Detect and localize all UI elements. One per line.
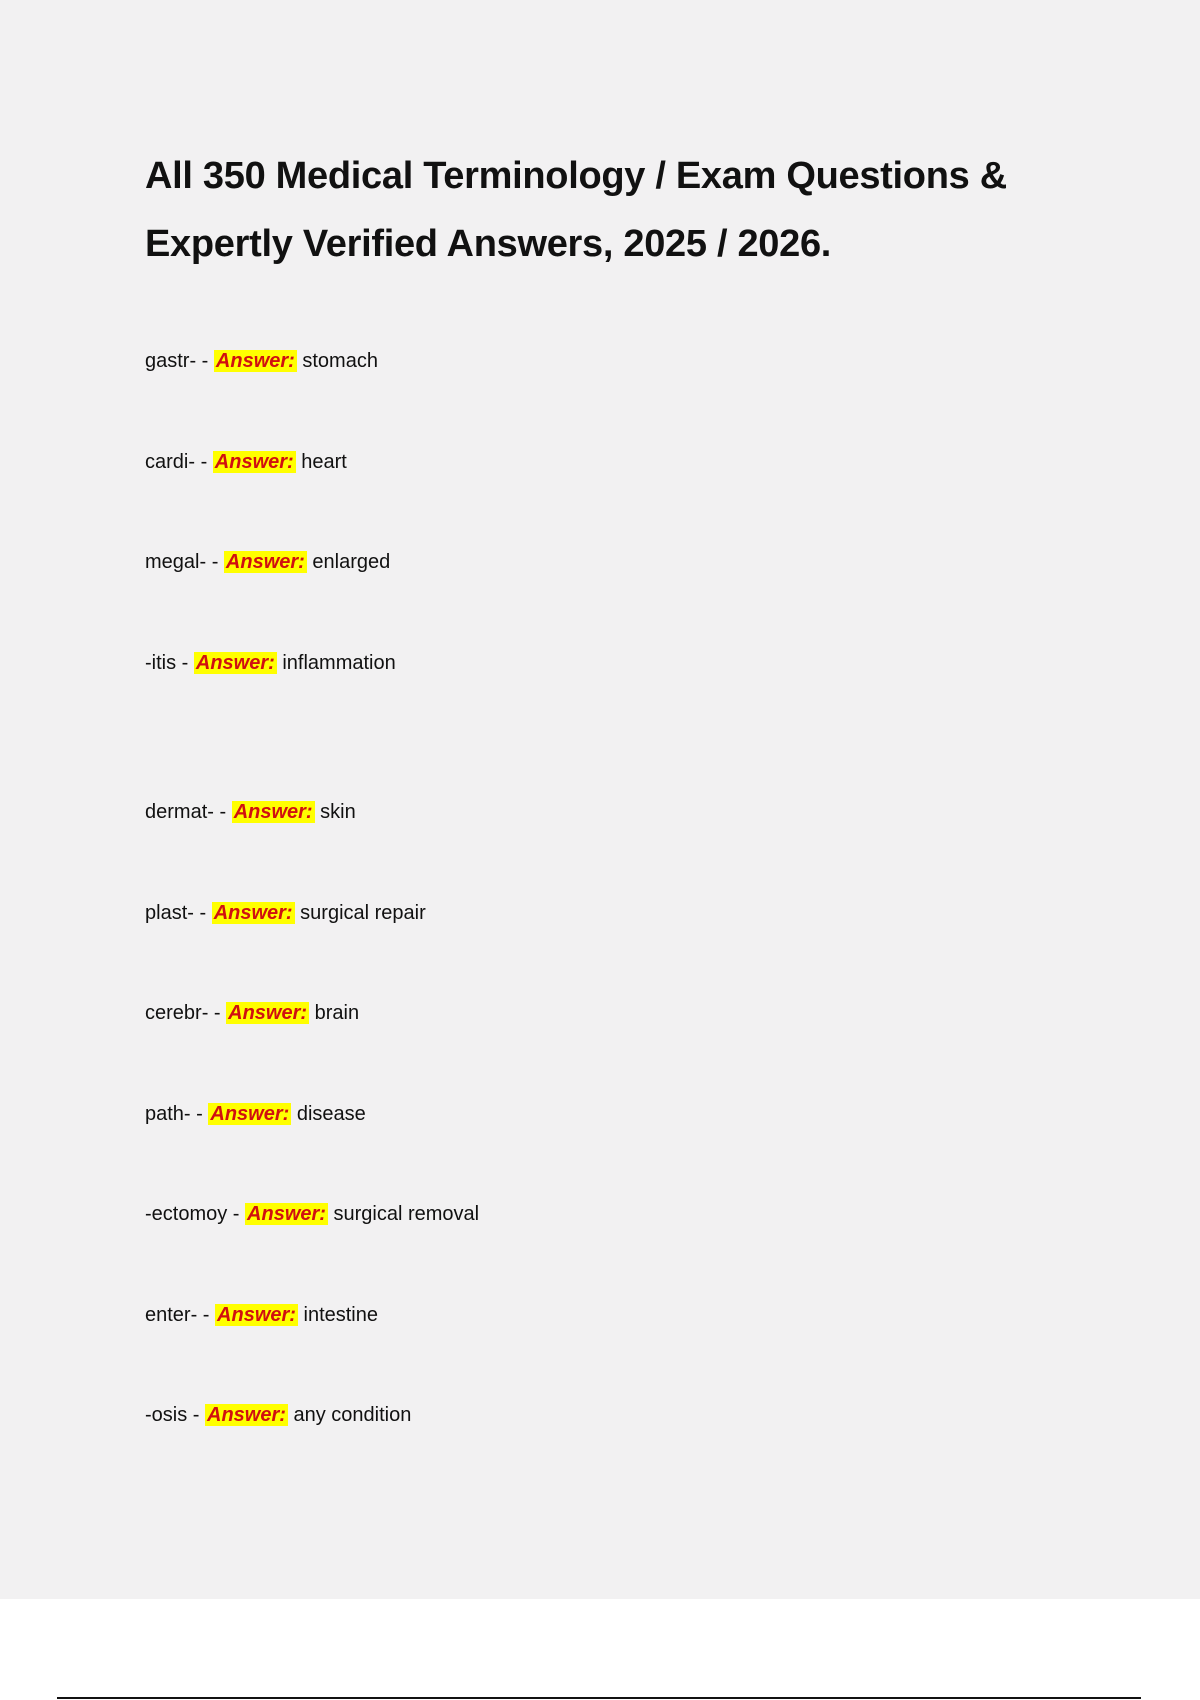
question-list: gastr- - Answer: stomach cardi- - Answer:… bbox=[145, 346, 479, 1501]
answer-label: Answer: bbox=[231, 801, 315, 823]
answer: intestine bbox=[303, 1303, 379, 1326]
question-item: enter- - Answer: intestine bbox=[145, 1300, 479, 1401]
question-item: -osis - Answer: any condition bbox=[145, 1400, 479, 1501]
answer: surgical removal bbox=[333, 1203, 480, 1225]
question-item: -ectomoy - Answer: surgical removal bbox=[145, 1199, 479, 1300]
answer-label: Answer: bbox=[226, 1002, 310, 1024]
term: dermat- - bbox=[145, 801, 227, 823]
question-item: cerebr- - Answer: brain bbox=[145, 998, 479, 1099]
term: gastr- - bbox=[145, 350, 209, 372]
answer: brain bbox=[314, 1002, 360, 1024]
answer: heart bbox=[301, 450, 347, 473]
answer-label: Answer: bbox=[193, 651, 277, 674]
answer: stomach bbox=[302, 350, 378, 372]
term: enter- - bbox=[145, 1303, 210, 1326]
answer-label: Answer: bbox=[211, 901, 295, 924]
question-item: plast- - Answer: surgical repair bbox=[145, 898, 479, 999]
answer: skin bbox=[320, 801, 356, 823]
term: path- - bbox=[145, 1102, 203, 1125]
term: -osis - bbox=[145, 1404, 200, 1426]
answer: surgical repair bbox=[300, 901, 426, 924]
answer: any condition bbox=[293, 1404, 412, 1426]
answer: disease bbox=[296, 1102, 366, 1125]
question-item: gastr- - Answer: stomach bbox=[145, 346, 479, 447]
question-item: cardi- - Answer: heart bbox=[145, 447, 479, 548]
term: plast- - bbox=[145, 901, 207, 924]
answer-label: Answer: bbox=[223, 551, 307, 573]
document-title: All 350 Medical Terminology / Exam Quest… bbox=[145, 155, 1007, 265]
answer-label: Answer: bbox=[205, 1404, 288, 1426]
answer: enlarged bbox=[312, 551, 391, 573]
question-item: dermat- - Answer: skin bbox=[145, 797, 479, 898]
question-item: megal- - Answer: enlarged bbox=[145, 547, 479, 648]
footer-rule bbox=[57, 1697, 1141, 1699]
answer-label: Answer: bbox=[212, 450, 296, 473]
term: cardi- - bbox=[145, 450, 208, 473]
answer-label: Answer: bbox=[215, 1303, 298, 1326]
term: cerebr- - bbox=[145, 1002, 221, 1024]
term: -ectomoy - bbox=[145, 1203, 240, 1225]
answer-label: Answer: bbox=[208, 1102, 292, 1125]
answer-label: Answer: bbox=[245, 1203, 328, 1225]
term: -itis - bbox=[145, 651, 189, 674]
question-item: path- - Answer: disease bbox=[145, 1099, 479, 1200]
answer-label: Answer: bbox=[213, 350, 297, 372]
page-area bbox=[0, 0, 1200, 1599]
answer: inflammation bbox=[282, 651, 396, 674]
question-item: -itis - Answer: inflammation bbox=[145, 648, 479, 749]
term: megal- - bbox=[145, 551, 219, 573]
